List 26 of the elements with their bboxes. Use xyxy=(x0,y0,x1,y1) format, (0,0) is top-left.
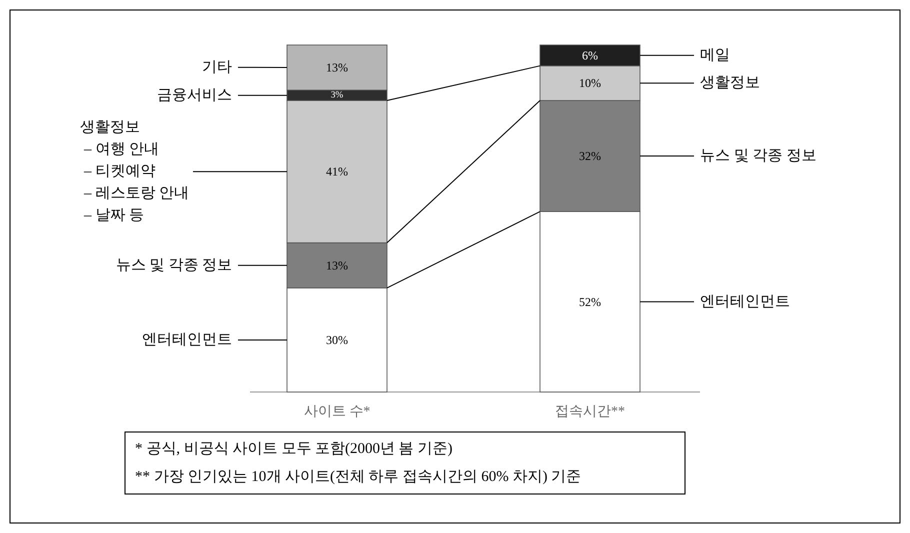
data-label: 3% xyxy=(330,90,344,100)
data-label: 41% xyxy=(326,164,348,179)
x-tick-label: 사이트 수* xyxy=(304,404,370,420)
text: 기타 xyxy=(202,59,232,76)
text: – 레스토랑 안내 xyxy=(83,186,189,202)
data-label: 13% xyxy=(326,258,348,272)
text: – 날짜 등 xyxy=(83,208,144,224)
data-label: 30% xyxy=(326,332,348,347)
data-label: 13% xyxy=(326,60,348,75)
data-label: 52% xyxy=(579,294,601,309)
text: ** 가장 인기있는 10개 사이트(전체 하루 접속시간의 60% 차지) 기준 xyxy=(135,469,582,485)
text: – 여행 안내 xyxy=(83,142,159,158)
text: 생활정보 xyxy=(80,120,140,136)
text: 뉴스 및 각종 정보 xyxy=(116,257,232,274)
text: 엔터테인먼트 xyxy=(700,294,790,310)
data-label: 10% xyxy=(579,76,601,90)
text: 엔터테인먼트 xyxy=(142,332,232,348)
text: 금융서비스 xyxy=(157,87,232,104)
text: 생활정보 xyxy=(700,75,760,92)
text: 메일 xyxy=(700,47,730,64)
x-tick-label: 접속시간** xyxy=(555,404,625,420)
text: * 공식, 비공식 사이트 모두 포함(2000년 봄 기준) xyxy=(135,441,452,457)
data-label: 6% xyxy=(582,48,598,62)
text: – 티켓예약 xyxy=(83,164,156,180)
data-label: 32% xyxy=(579,149,601,164)
text: 뉴스 및 각종 정보 xyxy=(700,148,816,164)
